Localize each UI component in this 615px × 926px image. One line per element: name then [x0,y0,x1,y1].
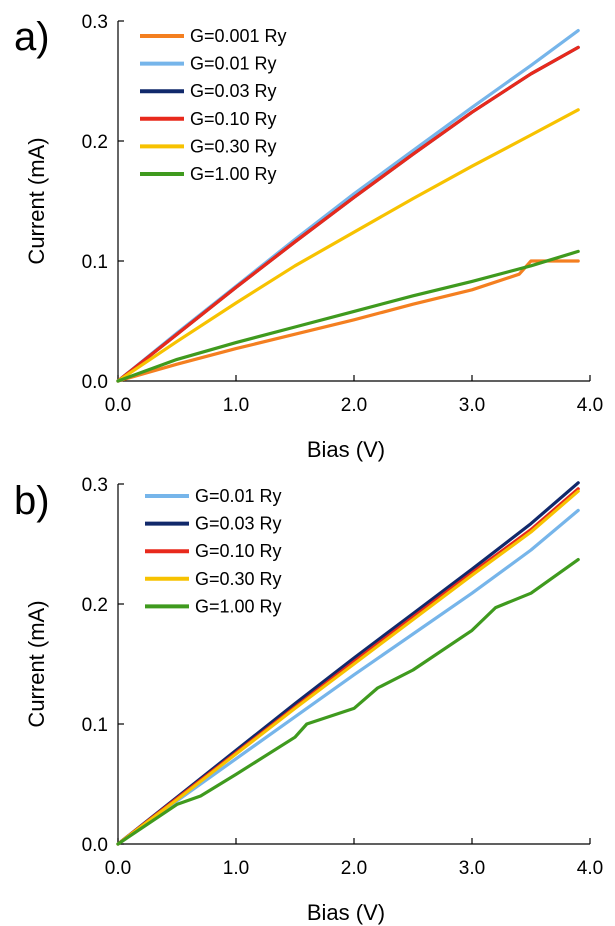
chart-b-legend-label-g-0-03-ry: G=0.03 Ry [195,514,282,534]
chart-a-y-tick-label: 0.3 [82,12,108,33]
chart-a-x-tick-label: 4.0 [577,395,603,416]
chart-a-x-tick-label: 2.0 [341,395,367,416]
chart-b-y-tick-label: 0.2 [82,595,108,616]
chart-b-x-tick-label: 4.0 [577,858,603,879]
chart-b-legend: G=0.01 Ry G=0.03 Ry G=0.10 Ry G=0.30 Ry G=1.… [145,486,282,616]
chart-a-series-g-0-30-ry [116,108,580,383]
chart-a-series-g-0-01-ry [116,29,580,383]
chart-a-series-g-0-03-ry [116,45,580,383]
chart-a-series-g-0-10-ry [116,45,580,383]
chart-b-x-tick-label: 1.0 [223,858,249,879]
chart-a-y-tick-label: 0.2 [82,132,108,153]
chart-a-legend-label-g-0-03-ry: G=0.03 Ry [190,81,277,101]
chart-b-legend-label-g-0-10-ry: G=0.10 Ry [195,541,282,561]
chart-a-panel-label: a) [14,15,50,59]
chart-a-legend-label-g-0-30-ry: G=0.30 Ry [190,136,277,156]
chart-b-x-tick-label: 0.0 [105,858,131,879]
chart-b-y-tick-label: 0.1 [82,715,108,736]
chart-b-series-g-1-00-ry [116,558,580,846]
chart-a-x-tick-label: 1.0 [223,395,249,416]
chart-a-x-tick-label: 0.0 [105,395,131,416]
chart-b-series-g-0-30-ry [116,489,580,846]
chart-b-panel-label: b) [14,479,50,523]
chart-a-legend-label-g-0-01-ry: G=0.01 Ry [190,54,277,74]
chart-a-y-tick-label: 0.0 [82,372,108,393]
chart-b-x-axis-title: Bias (V) [307,900,385,925]
chart-b-legend-label-g-1-00-ry: G=1.00 Ry [195,596,282,616]
chart-b-series-g-0-01-ry [116,508,580,846]
chart-a-panel: a) 0.0 1.0 2.0 3.0 4.0 0.0 0.1 0.2 0.3 Bias (V) Cur… [14,12,603,462]
chart-b-y-axis-title: Current (mA) [24,600,49,727]
chart-a-y-tick-label: 0.1 [82,252,108,273]
chart-a-legend-label-g-0-10-ry: G=0.10 Ry [190,109,277,129]
chart-a-legend-label-g-1-00-ry: G=1.00 Ry [190,164,277,184]
chart-b-y-tick-label: 0.3 [82,475,108,496]
chart-a-x-axis-title: Bias (V) [307,437,385,462]
chart-b-x-tick-label: 2.0 [341,858,367,879]
chart-b-legend-label-g-0-30-ry: G=0.30 Ry [195,569,282,589]
chart-a-x-tick-label: 3.0 [459,395,485,416]
chart-b-y-tick-label: 0.0 [82,835,108,856]
chart-a-legend-label-g-0-001-ry: G=0.001 Ry [190,26,287,46]
chart-a-legend: G=0.001 Ry G=0.01 Ry G=0.03 Ry G=0.10 Ry G=0… [140,26,287,184]
chart-b-legend-label-g-0-01-ry: G=0.01 Ry [195,486,282,506]
chart-a-series-g-1-00-ry [116,249,580,383]
chart-a-y-axis-title: Current (mA) [24,137,49,264]
chart-a-series-g-0-001-ry [116,259,580,383]
chart-b-x-tick-label: 3.0 [459,858,485,879]
chart-b-panel: b) 0.0 1.0 2.0 3.0 4.0 0.0 0.1 0.2 0.3 Bias (V) Cur… [14,475,603,925]
